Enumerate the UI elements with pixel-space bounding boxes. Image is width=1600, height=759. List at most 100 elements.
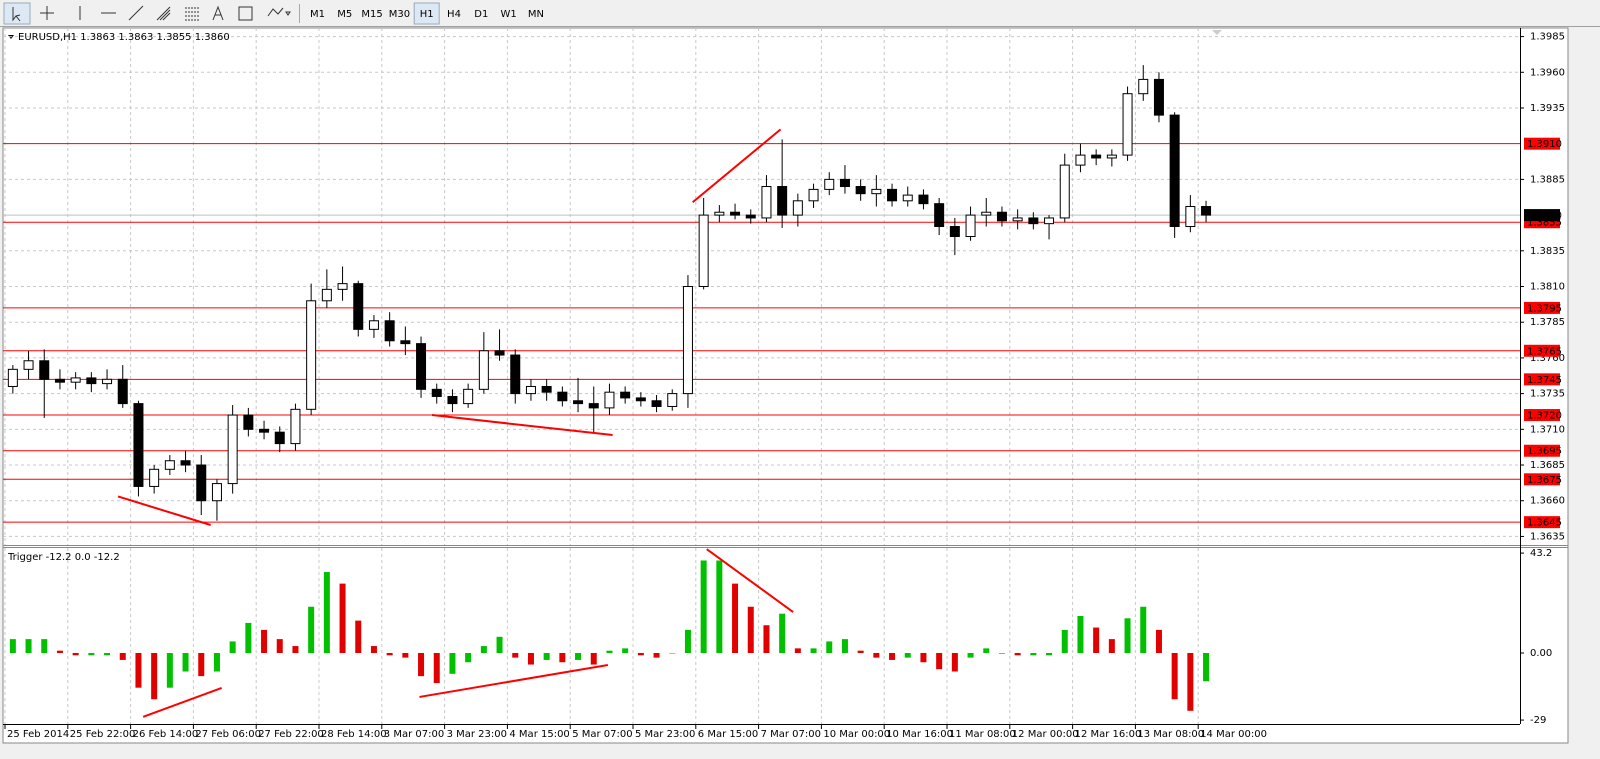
histogram-bar bbox=[433, 652, 440, 684]
candle-body bbox=[1169, 114, 1180, 228]
histogram-bar bbox=[1030, 652, 1037, 656]
histogram-bar bbox=[794, 648, 801, 653]
x-tick-label: 4 Mar 15:00 bbox=[509, 729, 569, 740]
timeframe-button[interactable] bbox=[413, 2, 440, 25]
candle-body bbox=[133, 403, 144, 487]
arrows-tool[interactable] bbox=[267, 7, 291, 17]
y-tick-label: 1.3960 bbox=[1530, 67, 1565, 78]
x-tick-label: 27 Feb 06:00 bbox=[195, 729, 261, 740]
candle-body bbox=[70, 377, 81, 383]
histogram-bar bbox=[967, 652, 974, 658]
histogram-bar bbox=[700, 560, 707, 653]
histogram-bar bbox=[496, 636, 503, 653]
level-label: 1.3765 bbox=[1527, 346, 1562, 357]
histogram-bar bbox=[1093, 627, 1100, 653]
candle-body bbox=[306, 300, 317, 410]
histogram-bar bbox=[198, 652, 205, 677]
candle-body bbox=[635, 397, 646, 402]
histogram-bar bbox=[1155, 629, 1162, 653]
trend-line bbox=[692, 128, 782, 204]
candle-body bbox=[792, 200, 803, 216]
histogram-bar bbox=[480, 646, 487, 653]
channel-tool[interactable] bbox=[156, 6, 171, 21]
x-tick-label: 25 Feb 2014 bbox=[7, 729, 69, 740]
timeframe-label[interactable]: H4 bbox=[447, 9, 461, 20]
candle-body bbox=[243, 414, 254, 430]
y-tick-label: 43.2 bbox=[1530, 548, 1552, 559]
trend-line bbox=[142, 686, 223, 718]
level-label-box bbox=[1524, 373, 1560, 386]
candle-body bbox=[353, 283, 364, 330]
timeframe-label[interactable]: MN bbox=[528, 9, 544, 20]
level-label: 1.3855 bbox=[1527, 218, 1562, 229]
histogram-bar bbox=[1187, 652, 1194, 711]
x-tick-label: 28 Feb 14:00 bbox=[321, 729, 387, 740]
x-tick-label: 7 Mar 07:00 bbox=[761, 729, 821, 740]
timeframe-label[interactable]: M5 bbox=[337, 9, 352, 20]
current-price-label: 1.3860 bbox=[1527, 211, 1562, 222]
histogram-bar bbox=[904, 652, 911, 658]
histogram-bar bbox=[418, 652, 425, 677]
histogram-bar bbox=[323, 572, 330, 653]
toolbar bbox=[0, 0, 1600, 27]
candle-body bbox=[1059, 164, 1070, 219]
candle-body bbox=[447, 395, 458, 405]
candle-body bbox=[180, 460, 191, 466]
histogram-bar bbox=[810, 648, 817, 653]
histogram-bar bbox=[606, 650, 613, 653]
panel-title: Trigger -12.2 0.0 -12.2 bbox=[7, 552, 120, 563]
candle-body bbox=[337, 283, 348, 290]
candle-body bbox=[431, 388, 442, 397]
histogram-bar bbox=[1014, 652, 1021, 656]
level-label: 1.3675 bbox=[1527, 475, 1562, 486]
candle-body bbox=[494, 350, 505, 356]
candle-body bbox=[855, 186, 866, 195]
label-tool[interactable] bbox=[238, 6, 253, 21]
candle-body bbox=[196, 464, 207, 502]
trend-line bbox=[431, 414, 613, 437]
x-tick-label: 26 Feb 14:00 bbox=[133, 729, 199, 740]
histogram-bar bbox=[857, 650, 864, 653]
histogram-bar bbox=[763, 625, 770, 653]
histogram-bar bbox=[732, 583, 739, 653]
crosshair-tool[interactable] bbox=[40, 6, 54, 20]
timeframe-label[interactable]: H1 bbox=[420, 9, 434, 20]
candle-body bbox=[777, 186, 788, 216]
y-tick-label: 1.3685 bbox=[1530, 460, 1565, 471]
candle-body bbox=[149, 468, 160, 487]
timeframe-label[interactable]: M30 bbox=[389, 9, 410, 20]
candle-body bbox=[102, 378, 113, 385]
histogram-bar bbox=[1203, 652, 1210, 682]
histogram-bar bbox=[88, 652, 95, 656]
fibonacci-tool[interactable] bbox=[185, 7, 199, 21]
cursor-tool[interactable] bbox=[3, 2, 31, 25]
histogram-bar bbox=[716, 560, 723, 653]
histogram-bar bbox=[25, 639, 32, 653]
candle-body bbox=[902, 194, 913, 202]
candle-body bbox=[211, 483, 222, 502]
timeframe-label[interactable]: M1 bbox=[310, 9, 325, 20]
candle-body bbox=[761, 186, 772, 219]
text-tool[interactable] bbox=[212, 5, 224, 21]
timeframe-bar: M1 M5 M15 M30 H1 H4 D1 W1 MN bbox=[310, 2, 544, 25]
candle-body bbox=[745, 214, 756, 219]
timeframe-label[interactable]: W1 bbox=[500, 9, 516, 20]
candle-body bbox=[996, 211, 1007, 222]
x-tick-label: 3 Mar 07:00 bbox=[384, 729, 444, 740]
histogram-bar bbox=[669, 652, 676, 654]
y-tick-label: 0.00 bbox=[1530, 648, 1552, 659]
histogram-bar bbox=[653, 652, 660, 658]
histogram-bar bbox=[920, 652, 927, 663]
candle-body bbox=[117, 378, 128, 405]
histogram-bar bbox=[370, 646, 377, 653]
x-tick-label: 3 Mar 23:00 bbox=[447, 729, 507, 740]
candle-body bbox=[730, 211, 741, 216]
timeframe-label[interactable]: D1 bbox=[474, 9, 488, 20]
candle-body bbox=[463, 388, 474, 405]
histogram-bar bbox=[622, 648, 629, 653]
histogram-bar bbox=[873, 652, 880, 658]
histogram-bar bbox=[826, 641, 833, 653]
trendline-tool[interactable] bbox=[128, 5, 144, 21]
timeframe-label[interactable]: M15 bbox=[361, 9, 382, 20]
x-tick-label: 10 Mar 00:00 bbox=[823, 729, 890, 740]
